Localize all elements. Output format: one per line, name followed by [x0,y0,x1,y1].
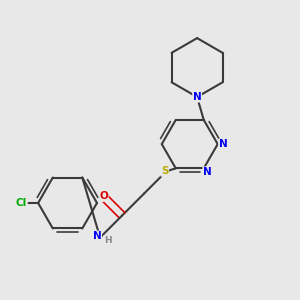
Text: N: N [219,139,227,149]
Text: N: N [193,92,202,102]
Text: Cl: Cl [16,198,27,208]
Text: N: N [93,231,101,241]
Text: O: O [99,191,108,201]
Text: S: S [161,166,169,176]
Text: H: H [103,236,111,245]
Text: N: N [203,167,212,177]
